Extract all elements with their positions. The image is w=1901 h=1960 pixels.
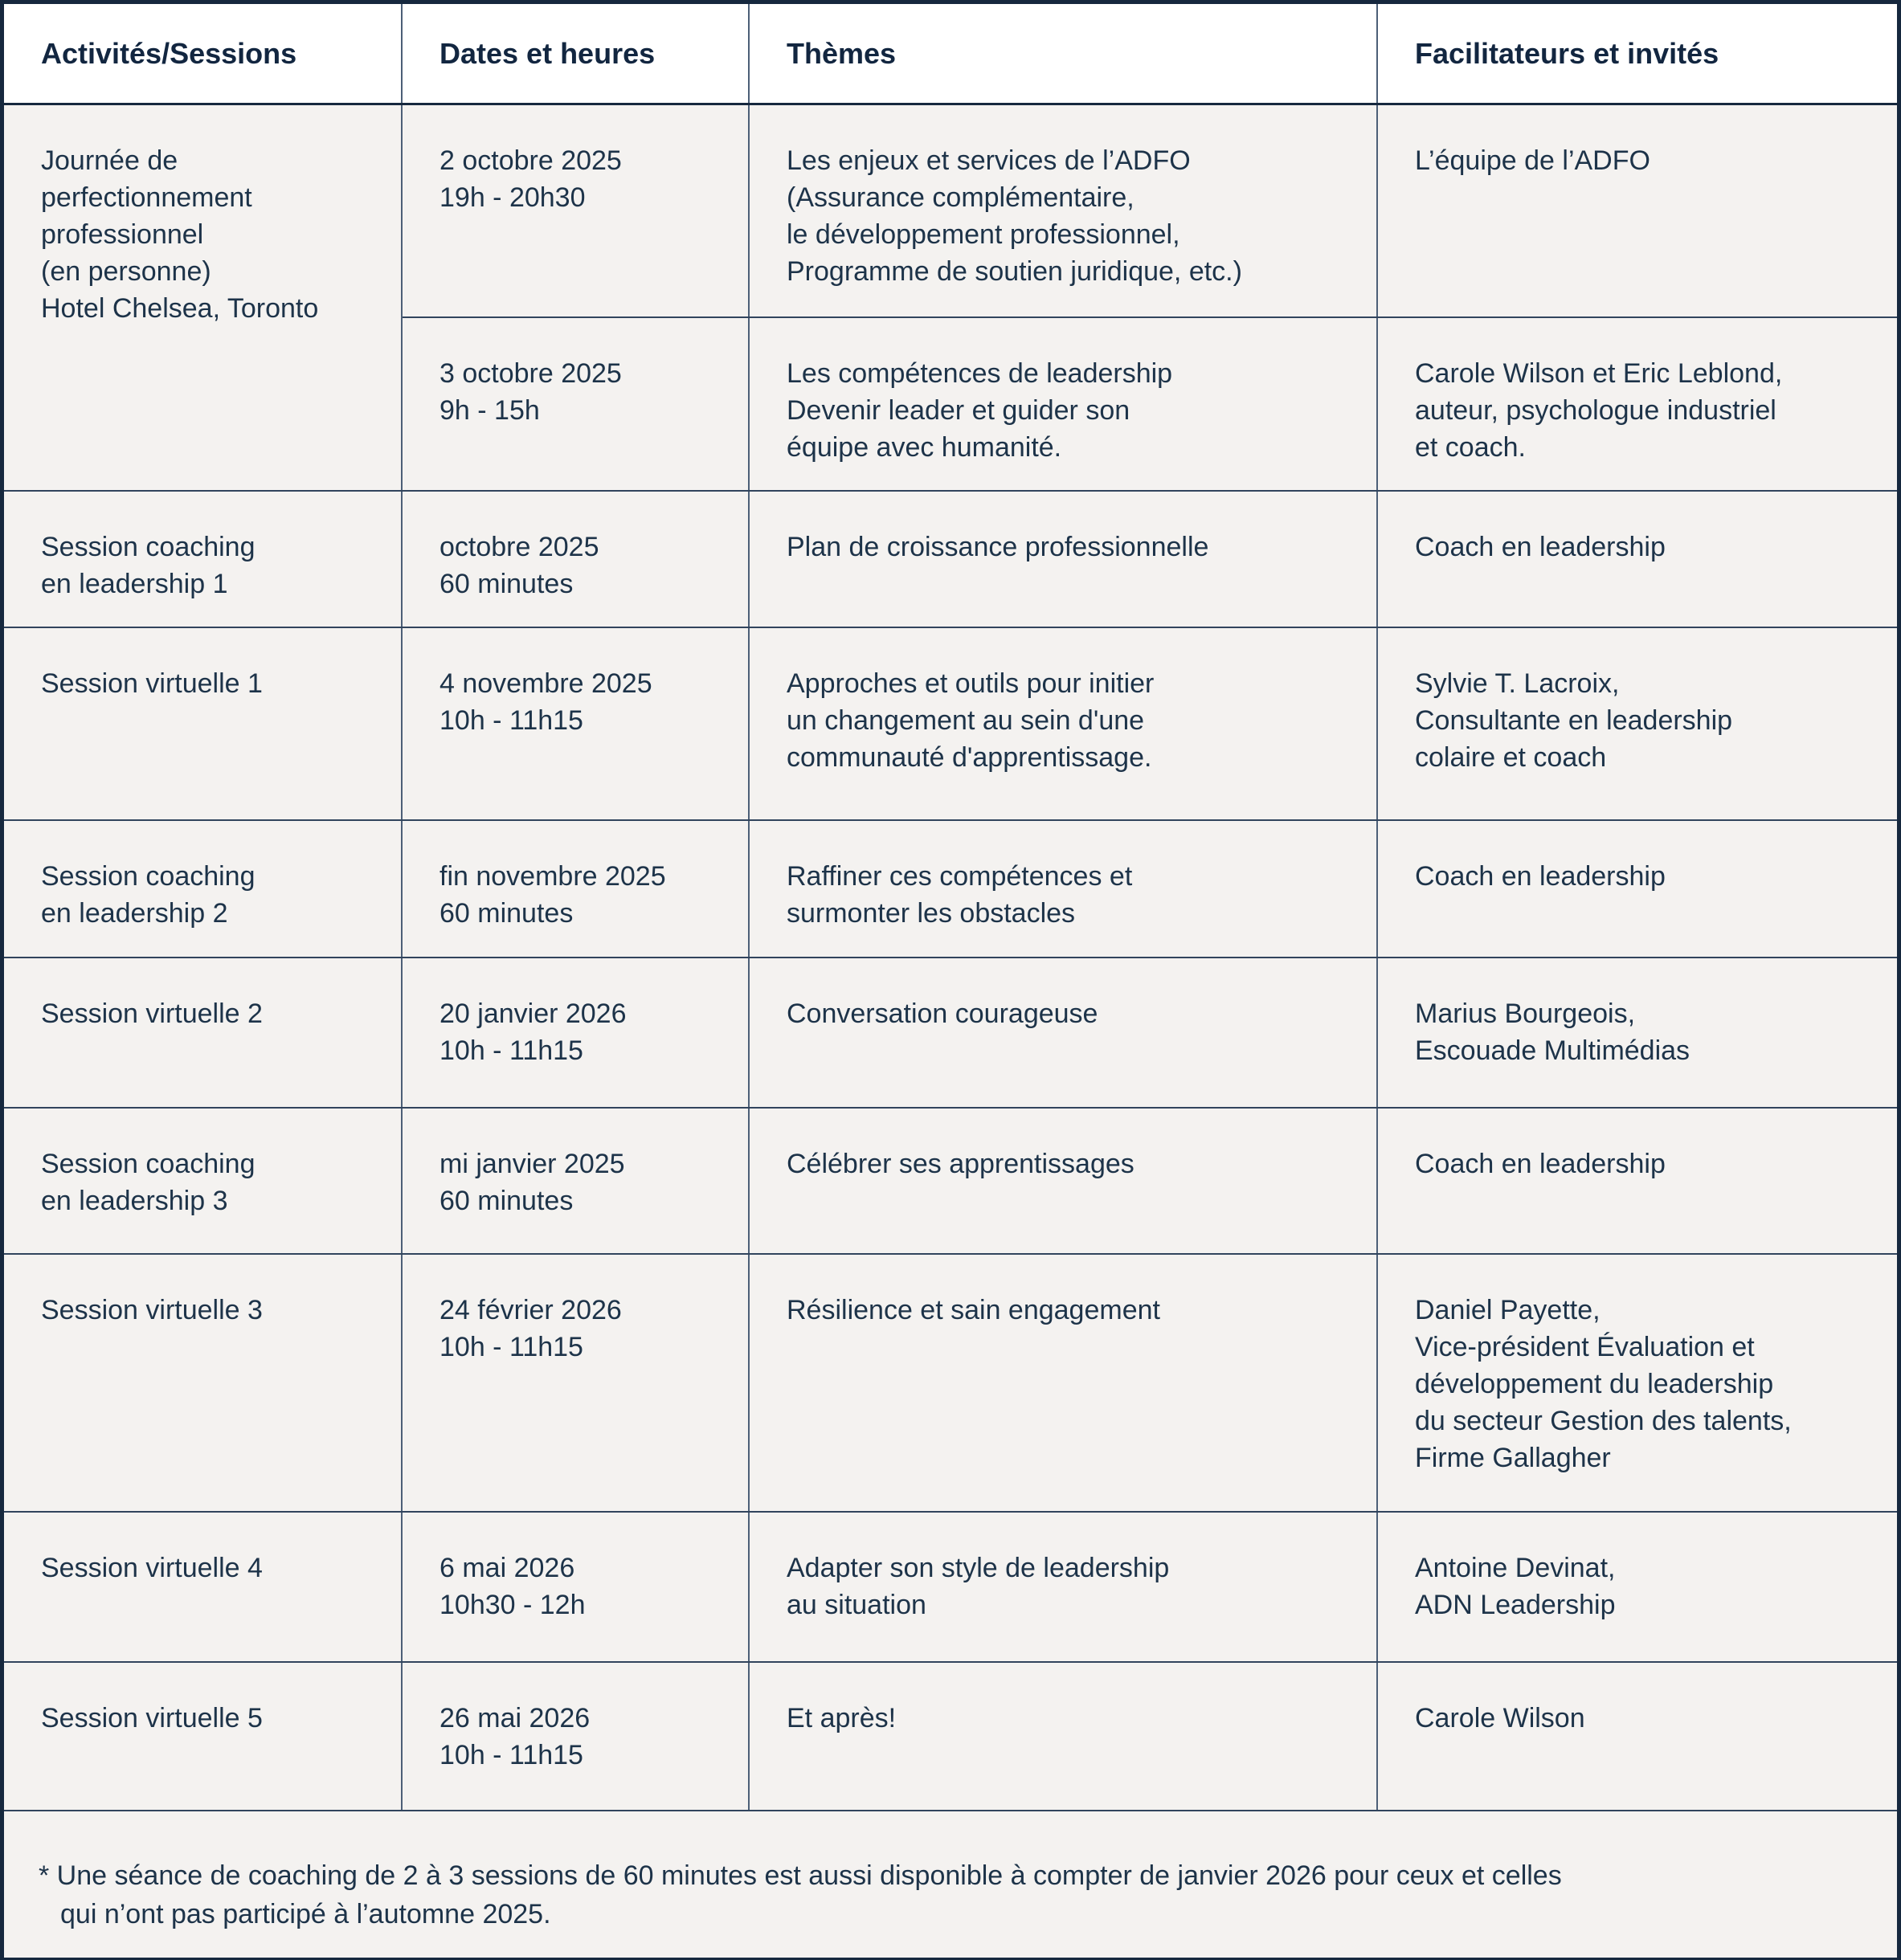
facilitator-cell: L’équipe de l’ADFO bbox=[1377, 104, 1897, 318]
facilitator-cell: Antoine Devinat, ADN Leadership bbox=[1377, 1511, 1897, 1663]
column-header-themes: Thèmes bbox=[749, 4, 1378, 105]
facilitator-cell: Sylvie T. Lacroix, Consultante en leader… bbox=[1377, 627, 1897, 821]
theme-cell: Les compétences de leadership Devenir le… bbox=[749, 316, 1378, 492]
activity-cell: Session coaching en leadership 3 bbox=[4, 1107, 403, 1255]
date-cell: 4 novembre 2025 10h - 11h15 bbox=[402, 627, 750, 821]
activity-cell: Journée de perfectionnement professionne… bbox=[4, 104, 403, 492]
activity-cell: Session virtuelle 2 bbox=[4, 957, 403, 1109]
table-row: Session virtuelle 2 20 janvier 2026 10h … bbox=[4, 957, 1897, 1109]
facilitator-cell: Daniel Payette, Vice-président Évaluatio… bbox=[1377, 1253, 1897, 1513]
header-row: Activités/Sessions Dates et heures Thème… bbox=[4, 4, 1897, 105]
facilitator-cell: Marius Bourgeois, Escouade Multimédias bbox=[1377, 957, 1897, 1109]
date-cell: octobre 2025 60 minutes bbox=[402, 490, 750, 628]
theme-cell: Raffiner ces compétences et surmonter le… bbox=[749, 819, 1378, 958]
activity-cell: Session virtuelle 3 bbox=[4, 1253, 403, 1513]
facilitator-cell: Coach en leadership bbox=[1377, 490, 1897, 628]
theme-cell: Et après! bbox=[749, 1661, 1378, 1811]
table-row: Journée de perfectionnement professionne… bbox=[4, 104, 1897, 492]
activity-cell: Session coaching en leadership 1 bbox=[4, 490, 403, 628]
facilitator-cell: Carole Wilson bbox=[1377, 1661, 1897, 1811]
date-cell: 3 octobre 2025 9h - 15h bbox=[402, 316, 750, 492]
column-header-dates: Dates et heures bbox=[402, 4, 750, 105]
theme-cell: Résilience et sain engagement bbox=[749, 1253, 1378, 1513]
facilitator-cell: Coach en leadership bbox=[1377, 819, 1897, 958]
date-cell: mi janvier 2025 60 minutes bbox=[402, 1107, 750, 1255]
date-cell: 24 février 2026 10h - 11h15 bbox=[402, 1253, 750, 1513]
table-row: Session coaching en leadership 2 fin nov… bbox=[4, 819, 1897, 958]
activity-cell: Session virtuelle 1 bbox=[4, 627, 403, 821]
column-header-activities: Activités/Sessions bbox=[4, 4, 403, 105]
activity-cell: Session virtuelle 5 bbox=[4, 1661, 403, 1811]
date-cell: 2 octobre 2025 19h - 20h30 bbox=[402, 104, 750, 318]
table-row: Session virtuelle 5 26 mai 2026 10h - 11… bbox=[4, 1661, 1897, 1811]
table-row: 3 octobre 2025 9h - 15h Les compétences … bbox=[4, 316, 1897, 492]
footnote-text: * Une séance de coaching de 2 à 3 sessio… bbox=[4, 1811, 1897, 1958]
sessions-schedule-table: Activités/Sessions Dates et heures Thème… bbox=[4, 4, 1897, 1811]
date-cell: fin novembre 2025 60 minutes bbox=[402, 819, 750, 958]
table-row: Session virtuelle 3 24 février 2026 10h … bbox=[4, 1253, 1897, 1513]
theme-cell: Plan de croissance professionnelle bbox=[749, 490, 1378, 628]
activity-cell: Session virtuelle 4 bbox=[4, 1511, 403, 1663]
date-cell: 20 janvier 2026 10h - 11h15 bbox=[402, 957, 750, 1109]
theme-cell: Conversation courageuse bbox=[749, 957, 1378, 1109]
table-row: Session coaching en leadership 3 mi janv… bbox=[4, 1107, 1897, 1255]
table-row: Session virtuelle 4 6 mai 2026 10h30 - 1… bbox=[4, 1511, 1897, 1663]
theme-cell: Célébrer ses apprentissages bbox=[749, 1107, 1378, 1255]
date-cell: 26 mai 2026 10h - 11h15 bbox=[402, 1661, 750, 1811]
date-cell: 6 mai 2026 10h30 - 12h bbox=[402, 1511, 750, 1663]
column-header-facilitators: Facilitateurs et invités bbox=[1377, 4, 1897, 105]
activity-cell: Session coaching en leadership 2 bbox=[4, 819, 403, 958]
theme-cell: Adapter son style de leadership au situa… bbox=[749, 1511, 1378, 1663]
theme-cell: Approches et outils pour initier un chan… bbox=[749, 627, 1378, 821]
facilitator-cell: Coach en leadership bbox=[1377, 1107, 1897, 1255]
facilitator-cell: Carole Wilson et Eric Leblond, auteur, p… bbox=[1377, 316, 1897, 492]
table-row: Session coaching en leadership 1 octobre… bbox=[4, 490, 1897, 628]
theme-cell: Les enjeux et services de l’ADFO (Assura… bbox=[749, 104, 1378, 318]
table-row: Session virtuelle 1 4 novembre 2025 10h … bbox=[4, 627, 1897, 821]
